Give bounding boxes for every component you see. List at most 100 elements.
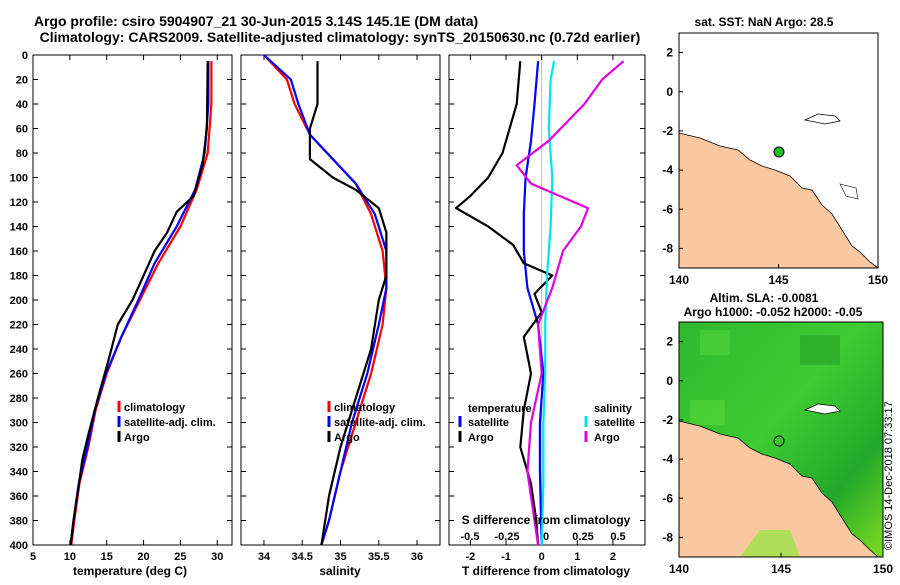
map-y-tick-label: -8 [662, 530, 673, 544]
sla-map-ticks: 140 145 150 2 0 -2 -4 -6 -8 [662, 335, 893, 576]
legend-label-argo: Argo [334, 432, 360, 444]
temperature-xlabel: temperature (deg C) [73, 564, 187, 578]
legend-label-argo: Argo [124, 432, 150, 444]
y-tick-label: 360 [10, 491, 28, 503]
series-line-argo [69, 61, 209, 546]
sla-map-title: Altim. SLA: -0.0081 [710, 291, 819, 305]
map-y-tick-label: -6 [662, 202, 673, 216]
series-line-climatology [263, 54, 388, 546]
series-line-s-argo [515, 60, 625, 546]
y-tick-label: 120 [10, 197, 28, 209]
difference-panel: -2 -1 0 1 2 T difference from climatology S … [448, 54, 646, 578]
x2-tick-label: 0.25 [572, 531, 593, 543]
salinity-series [263, 54, 388, 546]
x2-tick-label: 0 [543, 531, 549, 543]
legend-label-t-argo: Argo [468, 432, 494, 444]
sst-map-ticks: 140 145 150 2 0 -2 -4 -6 -8 [662, 46, 888, 287]
x-tick-label: 1 [574, 551, 580, 563]
temperature-ticks: 0 20 40 60 80 100 120 140 160 180 200 220 240 260 280 3… [10, 50, 232, 563]
map-y-tick-label: -8 [662, 241, 673, 255]
y-tick-label: 80 [16, 148, 28, 160]
series-line-s-satellite [540, 60, 556, 546]
x-tick-label: 35 [334, 551, 346, 563]
map-x-tick-label: 145 [768, 273, 788, 287]
sst-map-panel: sat. SST: NaN Argo: 28.5 140 145 150 2 0 -2 -4… [662, 15, 888, 287]
map-x-tick-label: 140 [669, 273, 689, 287]
sla-map-patch [800, 335, 840, 365]
x-tick-label: 25 [174, 551, 186, 563]
x-tick-label: 20 [137, 551, 149, 563]
salinity-ticks: 34 34.5 35 35.5 36 [241, 54, 440, 563]
map-y-tick-label: 0 [666, 374, 673, 388]
salinity-panel: 34 34.5 35 35.5 36 salinity climatology sate… [240, 54, 441, 578]
difference-xlabel: T difference from climatology [462, 564, 630, 578]
x-tick-label: 30 [211, 551, 223, 563]
y-tick-label: 320 [10, 442, 28, 454]
y-tick-label: 240 [10, 344, 28, 356]
difference-ticks: -2 -1 0 1 2 [449, 54, 645, 563]
map-y-tick-label: -6 [662, 491, 673, 505]
sla-map-patch [690, 400, 725, 425]
y-tick-label: 300 [10, 418, 28, 430]
temperature-legend: climatology satellite-adj. clim. Argo [117, 401, 216, 444]
map-y-tick-label: -2 [662, 413, 673, 427]
sla-map-panel: Altim. SLA: -0.0081 Argo h1000: -0.052 h… [662, 291, 893, 576]
sst-map-land [678, 132, 880, 269]
y-tick-label: 180 [10, 271, 28, 283]
y-tick-label: 60 [16, 124, 28, 136]
difference-legend-salinity: salinity satellite Argo [584, 403, 635, 444]
y-tick-label: 20 [16, 75, 28, 87]
sst-map-islet [839, 183, 859, 200]
x-tick-label: 10 [64, 551, 76, 563]
y-tick-label: 380 [10, 516, 28, 528]
x-tick-label: 34 [258, 551, 271, 563]
difference-legend-temperature: temperature satellite Argo [458, 403, 532, 444]
y-tick-label: 260 [10, 369, 28, 381]
y-tick-label: 280 [10, 393, 28, 405]
difference-x2label: S difference from climatology [462, 513, 631, 527]
legend-label-satellite: satellite-adj. clim. [334, 417, 426, 429]
salinity-xlabel: salinity [319, 564, 361, 578]
y-tick-label: 100 [10, 173, 28, 185]
legend-title-salinity: salinity [594, 403, 633, 415]
salinity-legend: climatology satellite-adj. clim. Argo [327, 401, 426, 444]
figure-title-line2: Climatology: CARS2009. Satellite-adjuste… [40, 29, 641, 45]
legend-label-t-satellite: satellite [468, 417, 509, 429]
y-tick-label: 40 [16, 99, 28, 111]
x-tick-label: -2 [465, 551, 475, 563]
map-y-tick-label: -4 [662, 452, 673, 466]
sst-map-island [803, 113, 841, 125]
sla-map-land [678, 420, 880, 558]
y-tick-label: 200 [10, 295, 28, 307]
map-y-tick-label: 2 [666, 46, 673, 60]
legend-label-climatology: climatology [334, 402, 396, 414]
y-tick-label: 400 [10, 540, 28, 552]
sst-map-title: sat. SST: NaN Argo: 28.5 [695, 15, 834, 29]
legend-label-s-satellite: satellite [594, 417, 635, 429]
x-tick-label: 0 [539, 551, 545, 563]
figure-title-line1: Argo profile: csiro 5904907_21 30-Jun-20… [34, 13, 478, 29]
map-x-tick-label: 140 [669, 562, 689, 576]
sst-argo-marker [773, 146, 785, 158]
salinity-axes-box [240, 54, 441, 546]
map-y-tick-label: -2 [662, 124, 673, 138]
x2-tick-label: -0.25 [494, 531, 519, 543]
x2-tick-label: 0.5 [610, 531, 625, 543]
legend-label-s-argo: Argo [594, 432, 620, 444]
difference-series [455, 60, 625, 546]
y-tick-label: 0 [22, 50, 28, 62]
x-tick-label: 36 [411, 551, 423, 563]
legend-label-satellite: satellite-adj. clim. [124, 417, 216, 429]
map-x-tick-label: 145 [771, 562, 791, 576]
map-y-tick-label: 0 [666, 85, 673, 99]
series-line-t-argo [455, 61, 554, 546]
x-tick-label: -1 [501, 551, 511, 563]
map-x-tick-label: 150 [868, 273, 888, 287]
x-tick-label: 2 [610, 551, 616, 563]
map-y-tick-label: -4 [662, 163, 673, 177]
map-x-tick-label: 150 [873, 562, 893, 576]
temperature-panel: 0 20 40 60 80 100 120 140 160 180 200 220 240 260 280 3… [10, 50, 233, 578]
series-line-argo [308, 61, 388, 546]
y-tick-label: 140 [10, 222, 28, 234]
